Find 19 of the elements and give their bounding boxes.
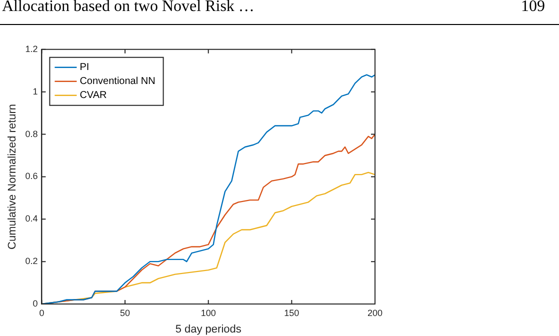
text: 109 bbox=[521, 0, 545, 16]
y-tick-label: 0.2 bbox=[25, 256, 38, 266]
x-tick-label: 50 bbox=[120, 308, 130, 318]
y-tick-label: 0 bbox=[32, 298, 38, 308]
legend-label: Conventional NN bbox=[80, 76, 156, 88]
y-tick-label: 0.8 bbox=[25, 128, 38, 139]
text: Allocation based on two Novel Risk … bbox=[2, 0, 254, 16]
legend-label: PI bbox=[80, 62, 90, 74]
x-tick-label: 150 bbox=[284, 308, 300, 318]
x-tick-label: 200 bbox=[367, 308, 383, 318]
y-tick-label: 0.6 bbox=[25, 171, 38, 182]
x-axis-title: 5 day periods bbox=[175, 323, 242, 336]
y-tick-label: 1.2 bbox=[25, 44, 38, 54]
x-tick-label: 0 bbox=[39, 308, 44, 318]
legend-label: CVAR bbox=[80, 90, 107, 102]
y-tick-label: 0.4 bbox=[25, 214, 38, 224]
y-axis-title: Cumulative Normalized return bbox=[6, 104, 19, 250]
y-tick-label: 1 bbox=[32, 86, 38, 96]
x-tick-label: 100 bbox=[200, 308, 216, 318]
